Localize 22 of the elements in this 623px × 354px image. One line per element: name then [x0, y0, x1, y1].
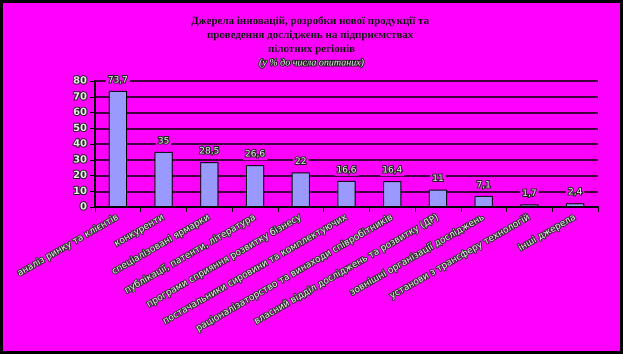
- y-tick-label: 0: [80, 202, 88, 212]
- y-tick-label: 50: [73, 122, 88, 134]
- y-tick-label: 60: [73, 107, 88, 118]
- data-label: 22: [295, 156, 306, 167]
- data-label: 11: [432, 174, 444, 184]
- data-label: 35: [158, 136, 170, 146]
- y-tick-label: 80: [73, 76, 88, 86]
- chart-title: Джерела інновацій, розробки нової продукції та проведення досліджень на підприємствах пілотних регіонів: [191, 15, 432, 55]
- y-tick-label: 40: [73, 138, 88, 150]
- data-label: 28,5: [199, 146, 220, 157]
- y-tick-label: 20: [73, 170, 88, 181]
- chart-subtitle: (у % до числа опитаних): [259, 58, 365, 68]
- data-label: 1,7: [522, 188, 537, 199]
- y-tick-label: 70: [73, 91, 88, 102]
- data-label: 16,6: [336, 165, 357, 176]
- y-tick-label: 30: [73, 154, 88, 166]
- data-label: 26,6: [245, 150, 266, 160]
- data-label: 16,4: [382, 166, 403, 176]
- data-label: 2,4: [568, 188, 583, 198]
- y-tick-label: 10: [73, 186, 88, 197]
- data-label: 7,1: [476, 180, 491, 190]
- data-label: 73,7: [108, 75, 128, 86]
